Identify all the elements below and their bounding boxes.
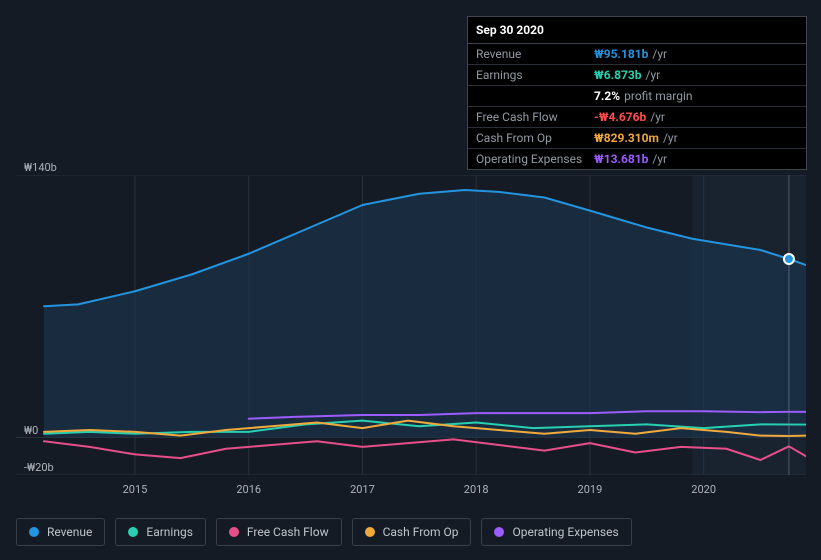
chart-legend: Revenue Earnings Free Cash Flow Cash From O… (16, 518, 632, 546)
tooltip-unit: /yr (652, 47, 667, 61)
tooltip-row-opex: Operating Expenses ₩13.681b/yr (468, 149, 806, 169)
legend-label: Free Cash Flow (247, 525, 329, 539)
legend-label: Cash From Op (383, 525, 459, 539)
tooltip-label: Cash From Op (476, 131, 594, 145)
tooltip-profit-margin: 7.2% profit margin (468, 86, 806, 107)
tooltip-unit: /yr (663, 131, 678, 145)
tooltip-label: Revenue (476, 47, 594, 61)
tooltip-value: ₩829.310m (594, 131, 659, 145)
legend-swatch (29, 527, 39, 537)
legend-swatch (128, 527, 138, 537)
tooltip-label: Operating Expenses (476, 152, 594, 166)
legend-label: Operating Expenses (512, 525, 618, 539)
tooltip-row-fcf: Free Cash Flow -₩4.676b/yr (468, 107, 806, 128)
financials-chart[interactable] (16, 175, 806, 475)
legend-label: Revenue (47, 525, 92, 539)
x-axis-label: 2018 (464, 483, 489, 496)
legend-item-free-cash-flow[interactable]: Free Cash Flow (216, 518, 342, 546)
legend-item-cash-from-op[interactable]: Cash From Op (352, 518, 472, 546)
x-axis-label: 2016 (236, 483, 261, 496)
tooltip-row-earnings: Earnings ₩6.873b/yr (468, 65, 806, 86)
legend-label: Earnings (146, 525, 193, 539)
x-axis-label: 2015 (123, 483, 148, 496)
legend-swatch (494, 527, 504, 537)
tooltip-label: Earnings (476, 68, 594, 82)
tooltip-margin-pct: 7.2% (594, 89, 620, 103)
x-axis-label: 2017 (350, 483, 375, 496)
x-axis-label: 2020 (691, 483, 716, 496)
tooltip-margin-label: profit margin (624, 89, 692, 103)
x-axis-label: 2019 (578, 483, 603, 496)
tooltip-unit: /yr (652, 152, 667, 166)
tooltip-unit: /yr (650, 110, 665, 124)
tooltip-row-cfo: Cash From Op ₩829.310m/yr (468, 128, 806, 149)
tooltip-unit: /yr (646, 68, 661, 82)
y-axis-label: ₩140b (24, 161, 57, 174)
legend-item-operating-expenses[interactable]: Operating Expenses (481, 518, 631, 546)
legend-swatch (365, 527, 375, 537)
tooltip-value: ₩6.873b (594, 68, 642, 82)
tooltip-date: Sep 30 2020 (468, 17, 806, 44)
legend-item-revenue[interactable]: Revenue (16, 518, 105, 546)
tooltip-value: ₩13.681b (594, 152, 648, 166)
tooltip-value: -₩4.676b (594, 110, 646, 124)
tooltip-value: ₩95.181b (594, 47, 648, 61)
chart-tooltip: Sep 30 2020 Revenue ₩95.181b/yr Earnings… (467, 16, 807, 170)
tooltip-label: Free Cash Flow (476, 110, 594, 124)
financials-chart-container: { "chart": { "type": "area-line", "backg… (0, 0, 821, 560)
legend-swatch (229, 527, 239, 537)
legend-item-earnings[interactable]: Earnings (115, 518, 206, 546)
tooltip-row-revenue: Revenue ₩95.181b/yr (468, 44, 806, 65)
